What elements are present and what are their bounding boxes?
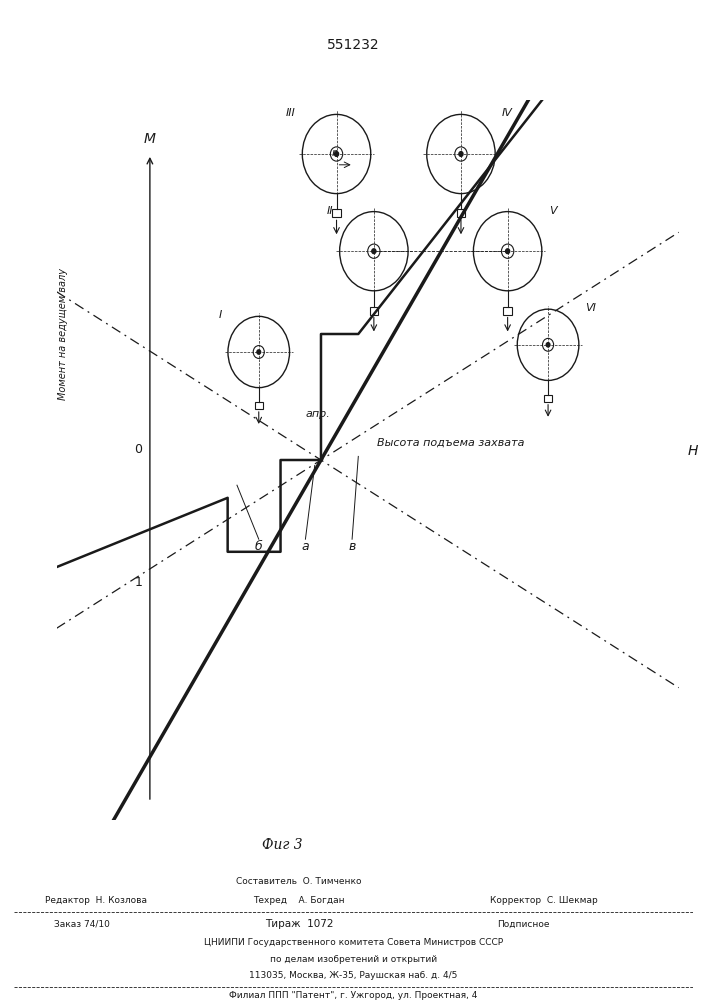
Bar [370, 307, 378, 315]
Text: Подписное: Подписное [497, 919, 549, 928]
Text: Редактор  Н. Козлова: Редактор Н. Козлова [45, 896, 146, 905]
Text: 0: 0 [134, 443, 142, 456]
Text: Филиал ППП "Патент", г. Ужгород, ул. Проектная, 4: Филиал ППП "Патент", г. Ужгород, ул. Про… [229, 991, 478, 1000]
Text: апр.: апр. [305, 409, 330, 419]
Text: V: V [549, 206, 556, 216]
Text: H: H [688, 444, 699, 458]
Text: 1: 1 [134, 576, 142, 589]
Text: II: II [327, 206, 333, 216]
Text: Техред    А. Богдан: Техред А. Богдан [253, 896, 345, 905]
Text: III: III [286, 108, 296, 118]
Circle shape [547, 343, 550, 347]
Bar [503, 307, 512, 315]
Text: 551232: 551232 [327, 38, 380, 52]
Circle shape [257, 350, 261, 354]
Text: Заказ 74/10: Заказ 74/10 [54, 919, 110, 928]
Text: IV: IV [502, 108, 513, 118]
Text: Корректор  С. Шекмар: Корректор С. Шекмар [490, 896, 597, 905]
Text: r: r [332, 148, 337, 158]
Text: Фиг 3: Фиг 3 [262, 838, 303, 852]
Text: по делам изобретений и открытий: по делам изобретений и открытий [270, 954, 437, 964]
Text: а: а [302, 540, 309, 553]
Bar [332, 209, 341, 217]
Text: Высота подъема захвата: Высота подъема захвата [377, 438, 525, 448]
Bar [255, 402, 262, 409]
Text: Составитель  О. Тимченко: Составитель О. Тимченко [236, 876, 362, 886]
Text: ЦНИИПИ Государственного комитета Совета Министров СССР: ЦНИИПИ Государственного комитета Совета … [204, 938, 503, 947]
Circle shape [506, 249, 510, 254]
Circle shape [372, 249, 376, 254]
Text: M: M [144, 132, 156, 146]
Text: I: I [218, 310, 222, 320]
Circle shape [459, 152, 463, 156]
Text: 113035, Москва, Ж-35, Раушская наб. д. 4/5: 113035, Москва, Ж-35, Раушская наб. д. 4… [250, 971, 457, 980]
Text: Момент на ведущем валу: Момент на ведущем валу [58, 268, 68, 400]
Text: VI: VI [585, 303, 596, 313]
Bar [544, 395, 552, 402]
Circle shape [334, 152, 339, 156]
Text: в: в [349, 540, 356, 553]
Bar [457, 209, 465, 217]
Text: Тираж  1072: Тираж 1072 [265, 919, 334, 929]
Text: б: б [255, 540, 262, 553]
